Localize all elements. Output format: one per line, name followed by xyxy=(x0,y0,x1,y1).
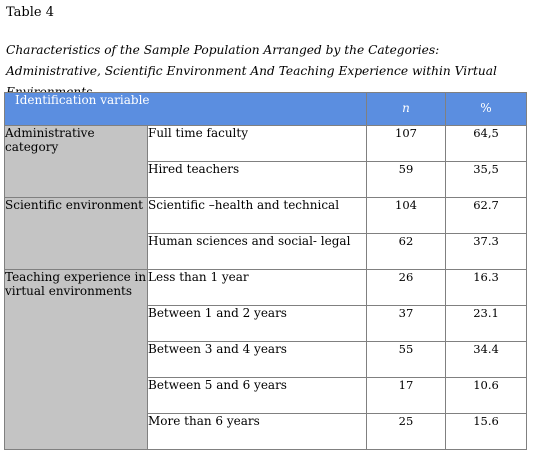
row-label: Full time faculty xyxy=(147,125,367,162)
category-teaching-experience: Teaching experience in virtual environme… xyxy=(4,269,148,450)
row-label: Scientific –health and technical xyxy=(147,197,367,234)
row-n: 62 xyxy=(366,233,446,270)
table-number-label: Table 4 xyxy=(6,5,54,20)
table-row: Between 5 and 6 years 17 10.6 xyxy=(5,377,527,414)
table-row: More than 6 years 25 15.6 xyxy=(5,413,527,450)
row-n: 59 xyxy=(366,161,446,198)
row-percent: 35,5 xyxy=(445,161,527,198)
row-percent: 64,5 xyxy=(445,125,527,162)
row-label: Between 1 and 2 years xyxy=(147,305,367,342)
category-administrative: Administrative category xyxy=(4,125,148,198)
row-label: Hired teachers xyxy=(147,161,367,198)
table-row: Between 3 and 4 years 55 34.4 xyxy=(5,341,527,378)
row-label: Less than 1 year xyxy=(147,269,367,306)
row-percent: 34.4 xyxy=(445,341,527,378)
row-n: 55 xyxy=(366,341,446,378)
row-percent: 10.6 xyxy=(445,377,527,414)
row-percent: 62.7 xyxy=(445,197,527,234)
row-percent: 37.3 xyxy=(445,233,527,270)
row-n: 107 xyxy=(366,125,446,162)
header-n: n xyxy=(366,92,446,126)
category-scientific-environment: Scientific environment xyxy=(4,197,148,270)
table-row: Human sciences and social- legal 62 37.3 xyxy=(5,233,527,270)
table-row: Administrative category Full time facult… xyxy=(4,125,527,198)
table-row: Scientific environment Scientific –healt… xyxy=(4,197,527,270)
row-label: Human sciences and social- legal xyxy=(147,233,367,270)
table-header-row: Identification variable n % xyxy=(4,92,527,126)
row-n: 17 xyxy=(366,377,446,414)
characteristics-table: Identification variable n % Administrati… xyxy=(4,92,527,450)
header-identification-variable: Identification variable xyxy=(4,92,367,126)
row-percent: 15.6 xyxy=(445,413,527,450)
row-label: Between 3 and 4 years xyxy=(147,341,367,378)
row-n: 37 xyxy=(366,305,446,342)
header-percent: % xyxy=(445,92,527,126)
row-percent: 23.1 xyxy=(445,305,527,342)
row-label: More than 6 years xyxy=(147,413,367,450)
table-row: Hired teachers 59 35,5 xyxy=(5,161,527,198)
row-n: 25 xyxy=(366,413,446,450)
row-label: Between 5 and 6 years xyxy=(147,377,367,414)
table-row: Teaching experience in virtual environme… xyxy=(4,269,527,450)
table-row: Between 1 and 2 years 37 23.1 xyxy=(5,305,527,342)
row-n: 104 xyxy=(366,197,446,234)
row-n: 26 xyxy=(366,269,446,306)
row-percent: 16.3 xyxy=(445,269,527,306)
